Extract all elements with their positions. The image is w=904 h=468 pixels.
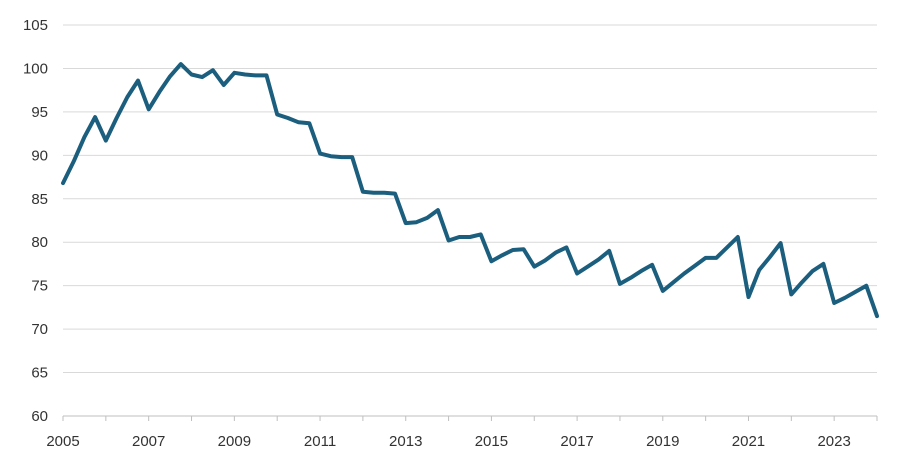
y-axis-labels: 60 65 70 75 80 85 90 95 100 105: [23, 17, 48, 425]
x-tick-label: 2005: [46, 433, 79, 450]
y-tick-label: 100: [23, 60, 48, 77]
series-line: [61, 62, 879, 319]
gridlines: [63, 24, 877, 374]
x-tick-label: 2023: [817, 433, 850, 450]
y-tick-label: 60: [31, 408, 48, 425]
y-tick-label: 75: [31, 278, 48, 295]
y-tick-label: 80: [31, 234, 48, 251]
y-tick-label: 105: [23, 17, 48, 34]
x-tick-label: 2015: [475, 433, 508, 450]
x-tick-label: 2021: [732, 433, 765, 450]
x-axis-labels: 2005 2007 2009 2011 2013 2015 2017 2019 2021 2023: [46, 433, 851, 450]
x-tick-label: 2017: [560, 433, 593, 450]
x-tick-label: 2011: [304, 433, 336, 450]
x-tick-label: 2019: [646, 433, 679, 450]
x-tick-label: 2009: [218, 433, 251, 450]
x-axis-ticks: [62, 416, 878, 421]
y-tick-label: 65: [31, 365, 48, 382]
x-tick-label: 2007: [132, 433, 165, 450]
y-tick-label: 70: [31, 321, 48, 338]
y-tick-label: 95: [31, 104, 48, 121]
y-tick-label: 85: [31, 191, 48, 208]
y-tick-label: 90: [31, 147, 48, 164]
x-tick-label: 2013: [389, 433, 422, 450]
